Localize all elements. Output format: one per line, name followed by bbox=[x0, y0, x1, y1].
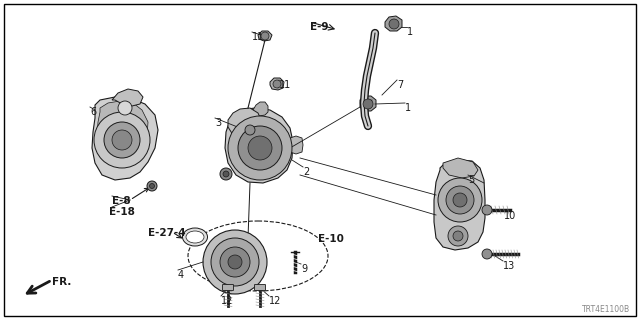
Circle shape bbox=[238, 126, 282, 170]
Polygon shape bbox=[360, 96, 376, 111]
Circle shape bbox=[203, 230, 267, 294]
Circle shape bbox=[482, 249, 492, 259]
Text: TRT4E1100B: TRT4E1100B bbox=[582, 305, 630, 314]
Circle shape bbox=[273, 80, 281, 88]
Polygon shape bbox=[225, 108, 293, 183]
Circle shape bbox=[453, 193, 467, 207]
Circle shape bbox=[248, 136, 272, 160]
Text: 3: 3 bbox=[215, 118, 221, 128]
Circle shape bbox=[448, 226, 468, 246]
Text: 11: 11 bbox=[252, 32, 264, 42]
Polygon shape bbox=[443, 158, 478, 178]
Polygon shape bbox=[434, 160, 485, 250]
Polygon shape bbox=[228, 108, 262, 140]
Text: 9: 9 bbox=[301, 264, 307, 274]
Polygon shape bbox=[92, 97, 158, 180]
FancyBboxPatch shape bbox=[255, 284, 266, 291]
Circle shape bbox=[482, 205, 492, 215]
Text: 5: 5 bbox=[468, 175, 474, 185]
Text: 1: 1 bbox=[407, 27, 413, 37]
Text: 7: 7 bbox=[397, 80, 403, 90]
Circle shape bbox=[150, 183, 154, 188]
Ellipse shape bbox=[186, 231, 204, 243]
Circle shape bbox=[446, 186, 474, 214]
Circle shape bbox=[220, 247, 250, 277]
Text: 12: 12 bbox=[269, 296, 282, 306]
Polygon shape bbox=[288, 136, 303, 154]
Polygon shape bbox=[253, 102, 268, 116]
Polygon shape bbox=[385, 16, 402, 31]
Circle shape bbox=[245, 125, 255, 135]
Circle shape bbox=[220, 168, 232, 180]
FancyBboxPatch shape bbox=[223, 284, 234, 291]
Text: 1: 1 bbox=[405, 103, 411, 113]
Circle shape bbox=[228, 255, 242, 269]
Ellipse shape bbox=[182, 228, 207, 246]
Circle shape bbox=[94, 112, 150, 168]
Text: E-9: E-9 bbox=[310, 22, 328, 32]
Circle shape bbox=[389, 19, 399, 29]
Circle shape bbox=[223, 171, 229, 177]
Polygon shape bbox=[270, 78, 284, 90]
Circle shape bbox=[261, 32, 269, 40]
Circle shape bbox=[228, 116, 292, 180]
Circle shape bbox=[453, 231, 463, 241]
Polygon shape bbox=[258, 31, 272, 41]
Text: 10: 10 bbox=[504, 211, 516, 221]
Text: E-8: E-8 bbox=[112, 196, 131, 206]
Text: 11: 11 bbox=[279, 80, 291, 90]
Text: E-10: E-10 bbox=[318, 234, 344, 244]
Text: 13: 13 bbox=[503, 261, 515, 271]
Circle shape bbox=[112, 130, 132, 150]
Circle shape bbox=[104, 122, 140, 158]
Text: 2: 2 bbox=[303, 167, 309, 177]
Circle shape bbox=[438, 178, 482, 222]
Polygon shape bbox=[112, 89, 143, 106]
Circle shape bbox=[363, 99, 373, 109]
Text: E-18: E-18 bbox=[109, 207, 135, 217]
Polygon shape bbox=[97, 101, 148, 165]
Text: 6: 6 bbox=[90, 107, 96, 117]
Circle shape bbox=[118, 101, 132, 115]
Circle shape bbox=[211, 238, 259, 286]
Text: FR.: FR. bbox=[52, 277, 72, 287]
Circle shape bbox=[147, 181, 157, 191]
Text: E-27-4: E-27-4 bbox=[148, 228, 186, 238]
Text: 12: 12 bbox=[221, 296, 234, 306]
Text: 4: 4 bbox=[178, 270, 184, 280]
